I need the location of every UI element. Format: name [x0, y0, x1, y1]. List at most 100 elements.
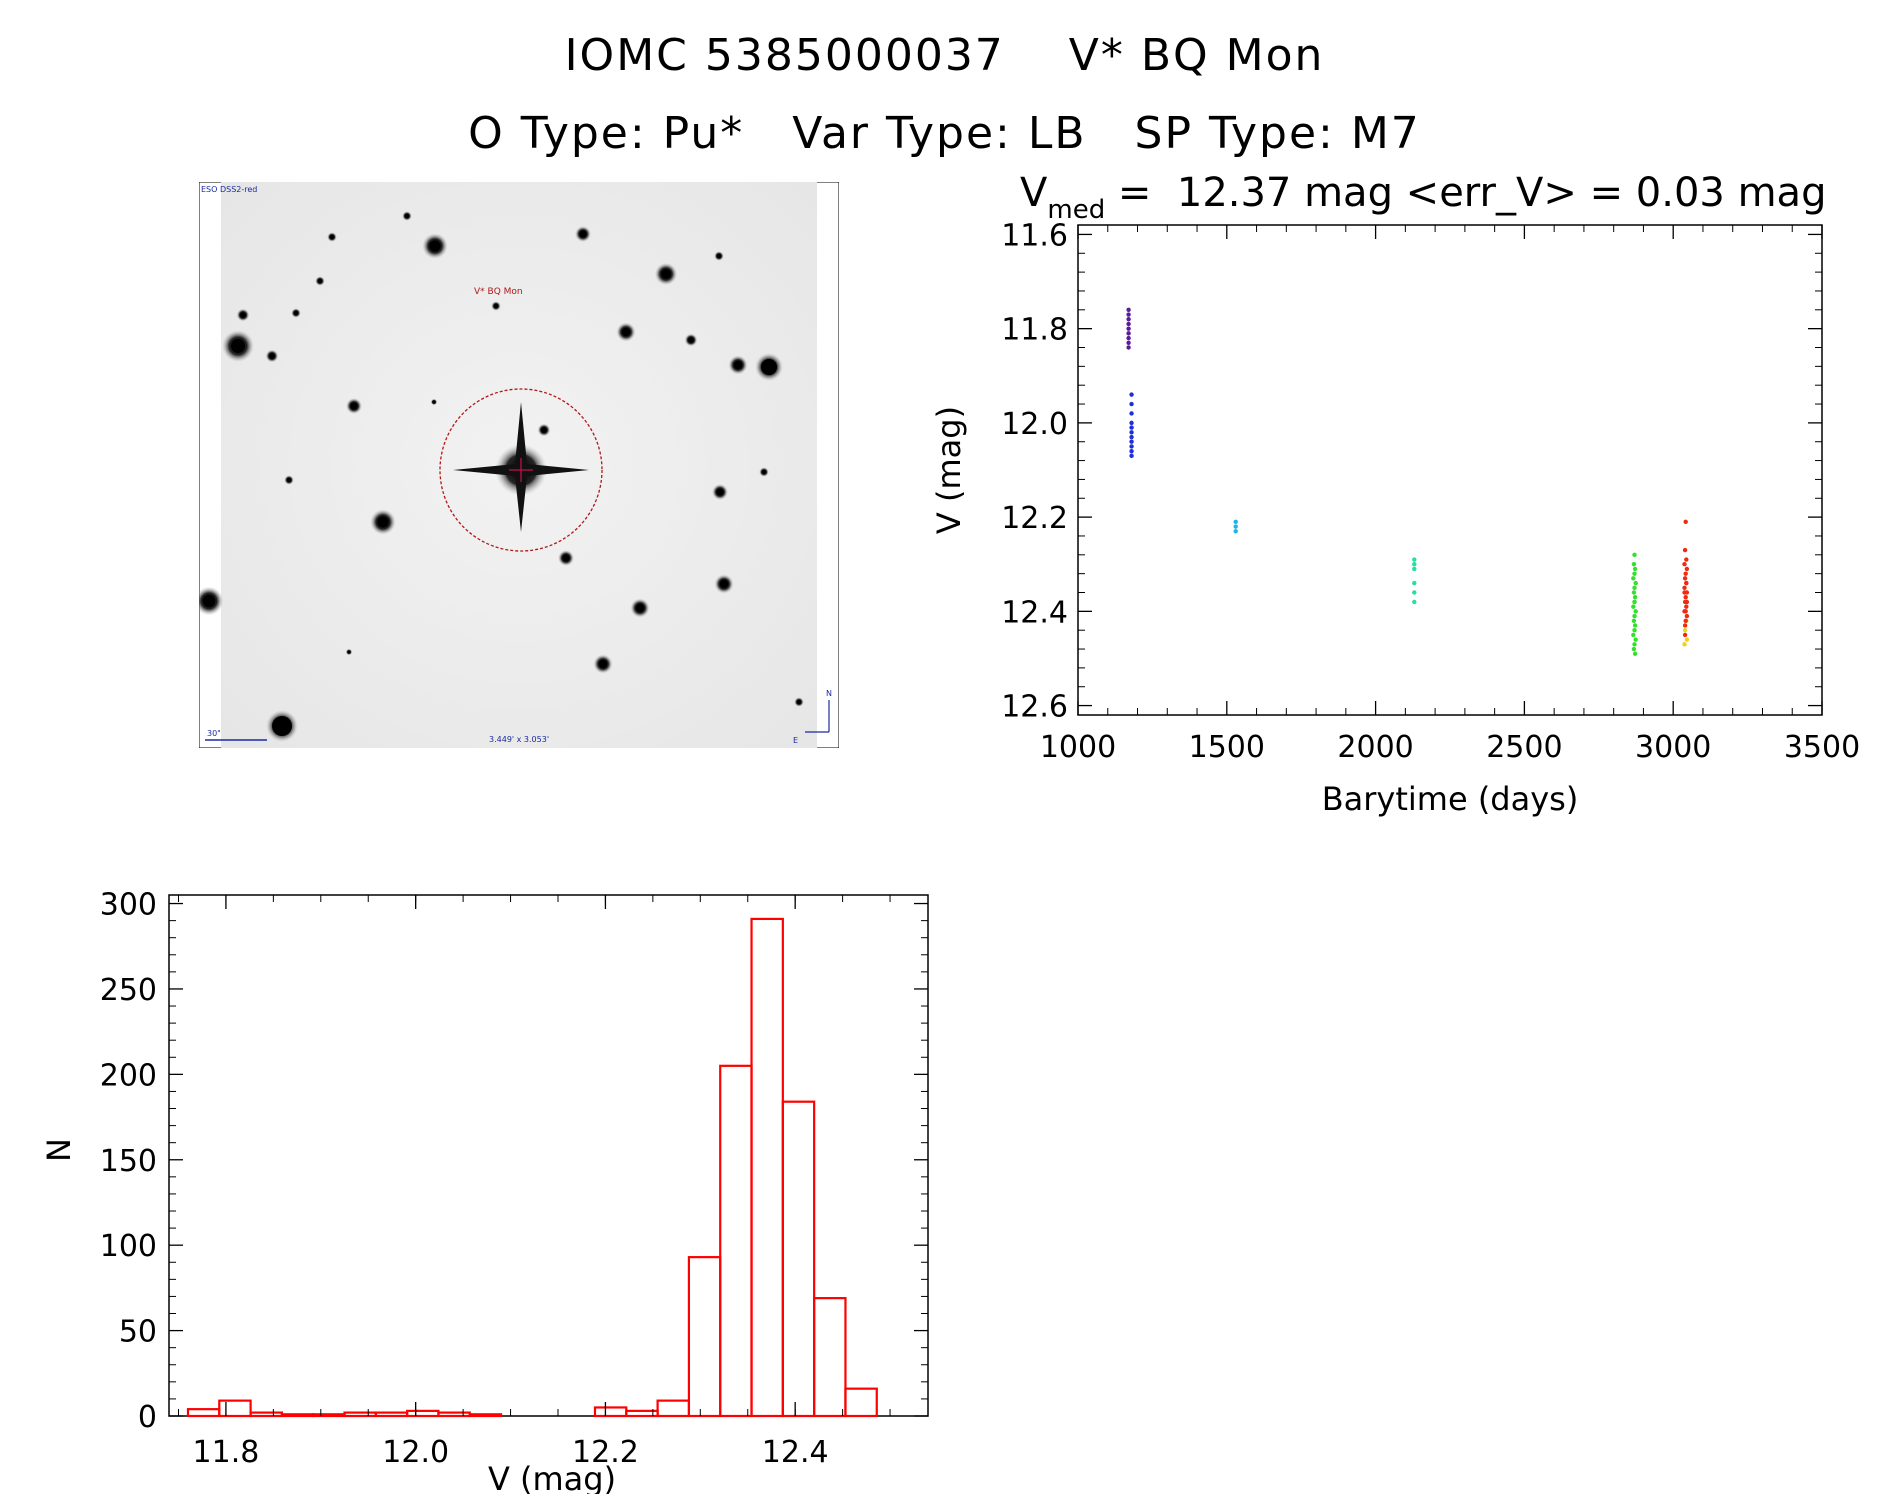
star-field [199, 211, 804, 742]
data-point-epoch7 [1683, 609, 1688, 614]
field-star-core [350, 402, 358, 410]
hist-y-tick-label: 150 [100, 1144, 157, 1179]
field-star-core [661, 269, 671, 279]
histogram-bar [468, 1413, 503, 1418]
data-point-epoch6 [1682, 627, 1688, 633]
data-point-epoch2 [1129, 448, 1134, 454]
data-point-epoch6 [1684, 637, 1690, 642]
data-point-epoch7 [1682, 590, 1687, 595]
histogram-bar [781, 1100, 816, 1418]
histogram-bar [186, 1408, 221, 1418]
data-point-epoch1 [1126, 326, 1131, 331]
x-tick-label: 3500 [1784, 730, 1860, 765]
x-axis-label: Barytime (days) [1322, 780, 1579, 818]
hist-y-tick-label: 250 [100, 973, 157, 1008]
hist-x-tick-label: 12.0 [382, 1435, 449, 1470]
histogram-bar [406, 1409, 440, 1418]
data-point-epoch7 [1682, 632, 1688, 638]
data-point-epoch1 [1126, 340, 1131, 345]
histogram-bar [218, 1399, 252, 1418]
data-point-epoch7 [1683, 571, 1688, 576]
plot-frame [1077, 224, 1823, 716]
data-point-epoch2 [1129, 401, 1134, 407]
title-rest: = 12.37 mag <err_V> = 0.03 mag [1105, 170, 1826, 216]
field-star-core [579, 230, 587, 238]
data-point-epoch7 [1684, 599, 1690, 605]
field-star-core [493, 303, 499, 309]
target-star [453, 402, 589, 532]
data-point-epoch4 [1412, 599, 1417, 605]
data-point-epoch7 [1682, 562, 1687, 567]
histogram-bar [687, 1256, 722, 1418]
data-point-epoch2 [1129, 453, 1134, 459]
y-axis-label: V (mag) [930, 406, 968, 534]
data-point-epoch5 [1631, 604, 1636, 609]
data-point-epoch5 [1632, 585, 1637, 590]
data-point-epoch2 [1129, 411, 1134, 416]
histogram-bar [437, 1411, 471, 1418]
x-tick-label: 2000 [1337, 730, 1413, 765]
y-tick-label: 12.0 [1001, 407, 1068, 442]
y-tick-label: 12.2 [1001, 501, 1068, 536]
data-point-epoch7 [1682, 623, 1688, 628]
data-point-epoch5 [1632, 552, 1637, 558]
histogram-chart: 0 50 100 150 200 250 300 11.8 12.0 12.2 12.4 V (m… [40, 888, 929, 1494]
data-point-epoch3 [1233, 524, 1238, 529]
fov-label: 3.449' x 3.053' [489, 735, 549, 744]
data-point-epoch4 [1412, 566, 1417, 572]
chart-title-line1: IOMC 5385000037 V* BQ Mon [564, 30, 1325, 81]
histogram-bar [312, 1413, 346, 1418]
field-star-core [562, 554, 570, 562]
scale-label: 30" [207, 729, 221, 738]
data-point-epoch7 [1682, 576, 1688, 581]
histogram-bar [249, 1411, 284, 1418]
data-point-epoch4 [1412, 580, 1417, 586]
data-point-epoch5 [1631, 646, 1637, 652]
survey-label: ESO DSS2-red [201, 185, 257, 194]
field-star-core [347, 650, 351, 654]
histogram-bar [813, 1297, 847, 1418]
field-star-core [716, 253, 722, 259]
chart-title-line2: O Type: Pu* Var Type: LB SP Type: M7 [468, 108, 1421, 159]
field-star-core [716, 488, 724, 496]
data-point-epoch1 [1126, 321, 1131, 327]
data-point-epoch7 [1684, 566, 1690, 572]
data-point-epoch4 [1412, 557, 1417, 562]
field-star-core [329, 234, 335, 240]
data-point-epoch2 [1129, 434, 1134, 440]
field-star-core [432, 400, 436, 404]
field-star-core [286, 477, 292, 483]
data-point-epoch7 [1683, 595, 1688, 600]
field-star-core [761, 469, 767, 475]
data-point-epoch5 [1631, 618, 1637, 623]
y-tick-label: 12.4 [1001, 595, 1068, 630]
field-star-core [598, 659, 608, 669]
hist-y-tick-label: 50 [119, 1315, 157, 1350]
data-point-epoch2 [1129, 430, 1134, 435]
histogram-bar [593, 1406, 628, 1418]
bright-star-core [272, 716, 292, 736]
data-point-epoch7 [1683, 519, 1688, 525]
field-star-core [733, 360, 743, 370]
data-point-epoch4 [1412, 590, 1417, 595]
compass: N E [793, 689, 832, 745]
data-point-epoch5 [1632, 623, 1638, 628]
field-star-core [404, 213, 410, 219]
hist-x-tick-label: 12.4 [762, 1435, 829, 1470]
data-point-epoch7 [1684, 604, 1689, 609]
data-point-epoch3 [1233, 529, 1238, 534]
hist-y-tick-label: 100 [100, 1229, 157, 1264]
data-point-epoch5 [1631, 576, 1636, 581]
data-point-epoch5 [1632, 566, 1638, 572]
target-circle [439, 388, 603, 552]
data-point-epoch5 [1633, 637, 1638, 642]
data-point-epoch5 [1632, 651, 1638, 656]
y-tick-label: 11.8 [1001, 313, 1068, 348]
hist-y-tick-label: 300 [100, 888, 157, 923]
finder-chart-image: V* BQ Mon ESO DSS2-red 30" 3.449' x 3.05… [199, 182, 839, 748]
scale-bar: 30" [205, 729, 267, 741]
field-star-core [621, 327, 631, 337]
field-star-core [541, 427, 547, 433]
x-tick-label: 1500 [1189, 730, 1265, 765]
data-point-epoch5 [1632, 627, 1637, 633]
